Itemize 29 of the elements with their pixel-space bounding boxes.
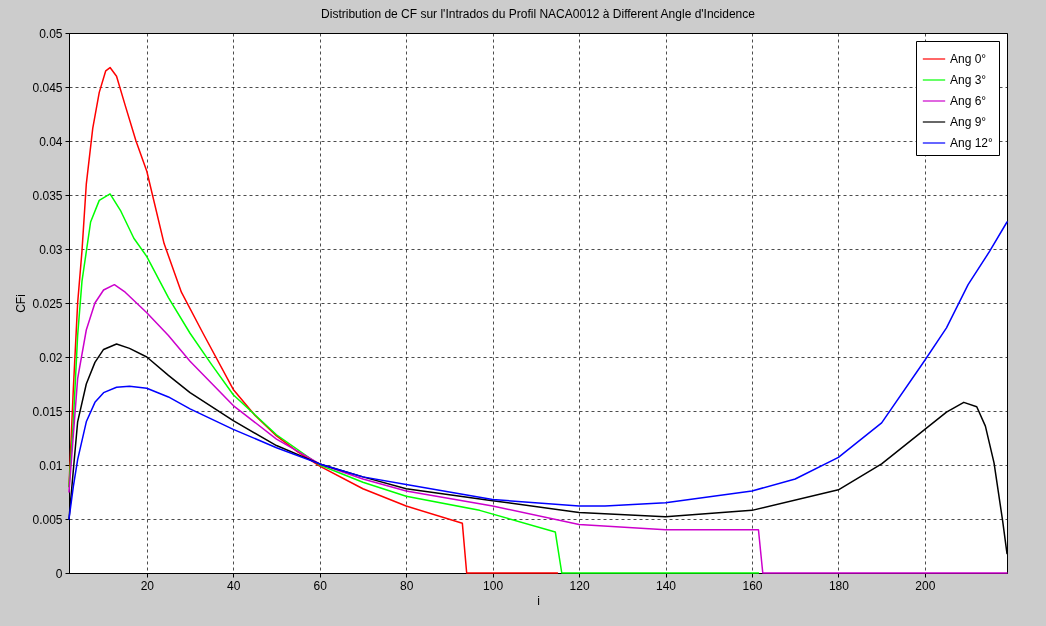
y-tick-label: 0.015 bbox=[32, 404, 63, 419]
legend-label: Ang 0° bbox=[950, 52, 987, 66]
chart-title: Distribution de CF sur l'Intrados du Profil NACA0012 à Different Angle d'Incidence bbox=[321, 7, 756, 21]
y-tick-label: 0 bbox=[55, 566, 63, 581]
legend-label: Ang 6° bbox=[950, 94, 987, 108]
y-tick-label: 0.025 bbox=[32, 296, 63, 311]
x-tick-label: 60 bbox=[313, 578, 328, 593]
x-tick-label: 180 bbox=[828, 578, 850, 593]
legend-label: Ang 12° bbox=[950, 136, 994, 150]
x-tick-label: 140 bbox=[656, 578, 677, 593]
legend-label: Ang 3° bbox=[950, 73, 987, 87]
y-tick-label: 0.01 bbox=[39, 458, 63, 473]
x-tick-label: 40 bbox=[227, 578, 241, 593]
y-tick-label: 0.03 bbox=[39, 242, 63, 257]
x-tick-label: 20 bbox=[140, 578, 155, 593]
legend-label: Ang 9° bbox=[950, 115, 987, 129]
x-tick-label: 100 bbox=[483, 578, 504, 593]
x-axis-title: i bbox=[537, 593, 540, 608]
y-tick-label: 0.05 bbox=[39, 26, 63, 41]
x-tick-label: 120 bbox=[569, 578, 590, 593]
x-tick-label: 160 bbox=[742, 578, 763, 593]
x-tick-label: 200 bbox=[915, 578, 936, 593]
y-tick-label: 0.04 bbox=[39, 134, 63, 149]
x-tick-label: 80 bbox=[399, 578, 414, 593]
y-tick-label: 0.035 bbox=[32, 188, 63, 203]
y-tick-label: 0.005 bbox=[32, 512, 63, 527]
y-tick-label: 0.02 bbox=[39, 350, 63, 365]
y-tick-label: 0.045 bbox=[32, 80, 63, 95]
y-axis-title: CFi bbox=[14, 294, 29, 313]
